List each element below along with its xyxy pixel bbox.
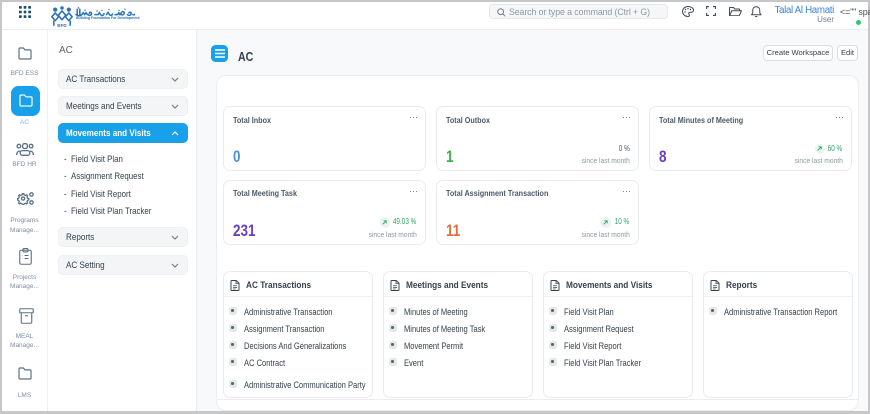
svg-text:BFD: BFD xyxy=(57,23,67,28)
